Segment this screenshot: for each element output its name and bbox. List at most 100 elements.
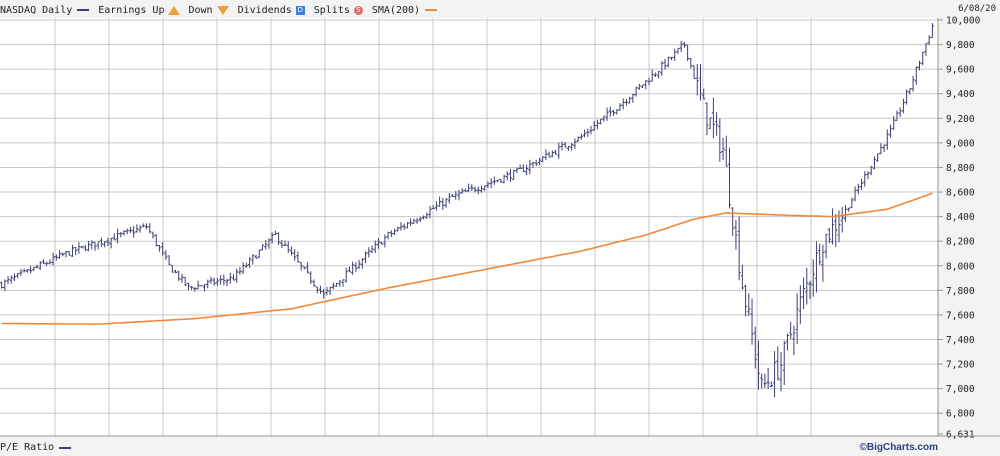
price-bar xyxy=(795,293,799,345)
price-bar xyxy=(521,164,525,172)
price-bar xyxy=(702,88,706,100)
price-bar xyxy=(257,249,261,259)
price-bar xyxy=(106,237,110,246)
price-bar xyxy=(370,245,374,254)
y-tick-label: 7,800 xyxy=(946,286,975,297)
price-bar xyxy=(251,254,255,265)
price-bar xyxy=(32,266,36,272)
price-bar xyxy=(483,185,487,192)
price-bar xyxy=(57,250,62,259)
price-bar xyxy=(927,35,931,46)
legend-symbol-label: NASDAQ Daily xyxy=(0,4,73,16)
price-bar xyxy=(850,197,854,208)
price-bar xyxy=(769,381,773,388)
price-bar xyxy=(122,230,126,236)
price-bar xyxy=(628,96,632,104)
price-bar xyxy=(518,164,522,169)
price-bar xyxy=(711,97,715,139)
price-bar xyxy=(444,198,448,208)
price-bar xyxy=(167,255,171,265)
price-bar xyxy=(25,268,29,273)
price-bar xyxy=(882,144,886,153)
price-bar xyxy=(740,264,744,290)
y-tick-label: 8,200 xyxy=(946,237,975,248)
price-bar xyxy=(843,204,848,222)
price-bar xyxy=(547,151,551,158)
y-tick-label: 10,000 xyxy=(946,16,981,27)
price-bar xyxy=(534,159,538,167)
price-bar xyxy=(772,351,777,398)
price-bar xyxy=(392,228,397,235)
price-bar xyxy=(64,250,68,258)
price-bar xyxy=(12,273,17,282)
price-bar xyxy=(77,242,81,254)
price-bar xyxy=(847,207,851,212)
price-bar xyxy=(637,83,641,90)
price-bar xyxy=(41,259,46,264)
price-bar xyxy=(492,176,496,185)
price-bar xyxy=(61,252,65,257)
y-tick-label: 8,400 xyxy=(946,212,975,223)
price-bar xyxy=(727,147,732,209)
price-bar xyxy=(669,56,674,61)
price-bar xyxy=(354,262,358,273)
price-bar xyxy=(753,326,757,369)
price-bar xyxy=(512,169,516,180)
price-bar xyxy=(0,281,4,289)
price-bar xyxy=(834,213,838,247)
price-bar xyxy=(814,241,819,293)
price-bar xyxy=(563,141,567,148)
price-bar xyxy=(608,106,612,117)
price-bar xyxy=(438,196,442,207)
y-tick-label: 7,400 xyxy=(946,335,975,346)
price-bar xyxy=(524,164,529,176)
price-bar xyxy=(235,268,239,283)
price-bar xyxy=(425,212,429,219)
price-bar xyxy=(698,63,703,101)
price-bar xyxy=(930,23,934,38)
price-bar xyxy=(602,115,606,122)
price-bar xyxy=(38,261,42,270)
price-bar xyxy=(115,228,120,244)
price-bar xyxy=(412,218,416,224)
price-bar xyxy=(202,283,207,292)
legend-sma-label: SMA(200) xyxy=(371,4,421,16)
price-bar xyxy=(618,103,622,111)
price-bar xyxy=(219,275,223,285)
price-bar xyxy=(898,107,902,118)
price-bar xyxy=(650,69,654,82)
price-bar xyxy=(399,222,403,231)
price-bar xyxy=(280,239,284,248)
price-bar xyxy=(892,115,896,130)
price-bar xyxy=(560,141,564,151)
price-bar xyxy=(782,340,786,386)
price-bar xyxy=(206,279,210,289)
price-bar xyxy=(6,276,10,285)
price-bar xyxy=(386,231,390,240)
price-bar xyxy=(264,240,268,250)
price-bar xyxy=(859,178,864,191)
price-bar xyxy=(344,267,348,283)
pe-ratio-line-swatch-icon xyxy=(59,446,72,449)
price-bar xyxy=(695,64,699,96)
price-bar xyxy=(325,286,329,296)
price-bar xyxy=(785,333,790,351)
legend-splits-label: Splits xyxy=(313,4,350,16)
price-bar xyxy=(376,238,381,249)
price-bar xyxy=(792,325,796,356)
price-bar xyxy=(154,233,158,247)
price-bar xyxy=(798,285,802,324)
pe-ratio-legend: P/E Ratio xyxy=(0,442,72,453)
price-bar xyxy=(479,185,484,193)
price-bar xyxy=(22,268,26,273)
price-bar xyxy=(541,156,545,163)
price-bar xyxy=(109,237,113,249)
price-bar xyxy=(244,262,248,268)
price-bar xyxy=(415,217,419,224)
price-bar xyxy=(724,135,728,167)
price-bar xyxy=(789,321,793,340)
price-bar xyxy=(573,138,577,150)
price-bar xyxy=(901,98,906,114)
y-tick-label: 7,600 xyxy=(946,310,975,321)
